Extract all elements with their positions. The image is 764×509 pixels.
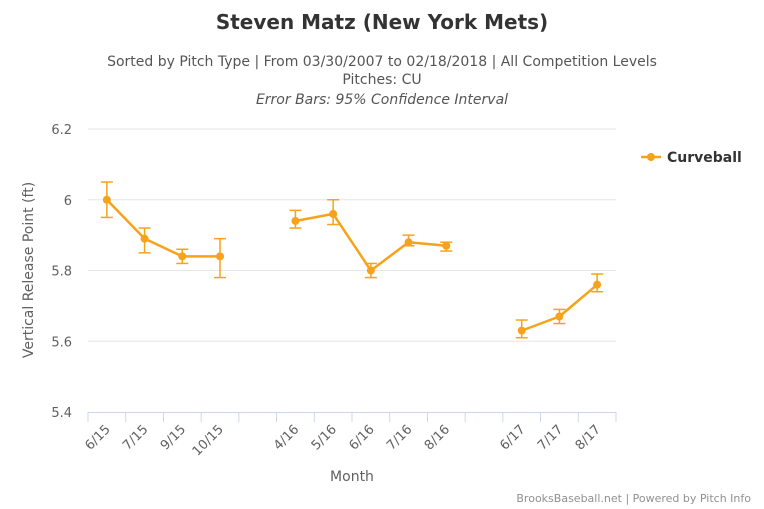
data-point <box>517 326 526 335</box>
data-point <box>366 266 375 275</box>
data-point <box>178 252 187 261</box>
x-tick-label: 8/17 <box>573 422 604 453</box>
y-tick-label: 5.4 <box>51 406 72 421</box>
x-tick-label: 10/15 <box>190 422 227 459</box>
series-line <box>295 212 447 272</box>
legend-marker <box>647 153 655 161</box>
chart-title: Steven Matz (New York Mets) <box>216 10 548 34</box>
y-axis-label: Vertical Release Point (ft) <box>21 182 37 358</box>
x-axis-label: Month <box>330 469 374 485</box>
x-tick-label: 6/15 <box>82 422 113 453</box>
data-point <box>555 312 564 321</box>
y-tick-label: 5.6 <box>51 335 72 350</box>
chart-subtitle-error-bars: Error Bars: 95% Confidence Interval <box>256 92 508 108</box>
x-tick-label: 9/15 <box>158 422 189 453</box>
legend-item-curveball[interactable]: Curveball <box>641 150 742 166</box>
x-tick-label: 7/16 <box>384 422 415 453</box>
y-tick-label: 6.2 <box>51 123 72 138</box>
chart-subtitle-filters: Sorted by Pitch Type | From 03/30/2007 t… <box>107 54 657 70</box>
data-point <box>140 234 149 243</box>
data-point <box>329 209 338 218</box>
data-point <box>404 238 413 247</box>
x-tick-label: 4/16 <box>271 422 302 453</box>
x-tick-label: 7/15 <box>120 422 151 453</box>
x-tick-label: 8/16 <box>422 422 453 453</box>
legend-label: Curveball <box>667 150 742 166</box>
chart-subtitle-pitches: Pitches: CU <box>342 72 421 88</box>
data-point <box>216 252 224 261</box>
credit-text: BrooksBaseball.net | Powered by Pitch In… <box>516 492 751 505</box>
y-tick-label: 5.8 <box>51 265 72 280</box>
data-point <box>593 280 602 289</box>
x-tick-label: 5/16 <box>309 422 340 453</box>
data-point <box>291 216 300 225</box>
x-tick-label: 6/17 <box>497 422 528 453</box>
series-line <box>105 198 220 258</box>
x-tick-label: 6/16 <box>346 422 377 453</box>
x-tick-label: 7/17 <box>535 422 566 453</box>
data-point <box>102 195 111 204</box>
data-point <box>442 241 451 250</box>
y-tick-label: 6 <box>64 194 72 209</box>
